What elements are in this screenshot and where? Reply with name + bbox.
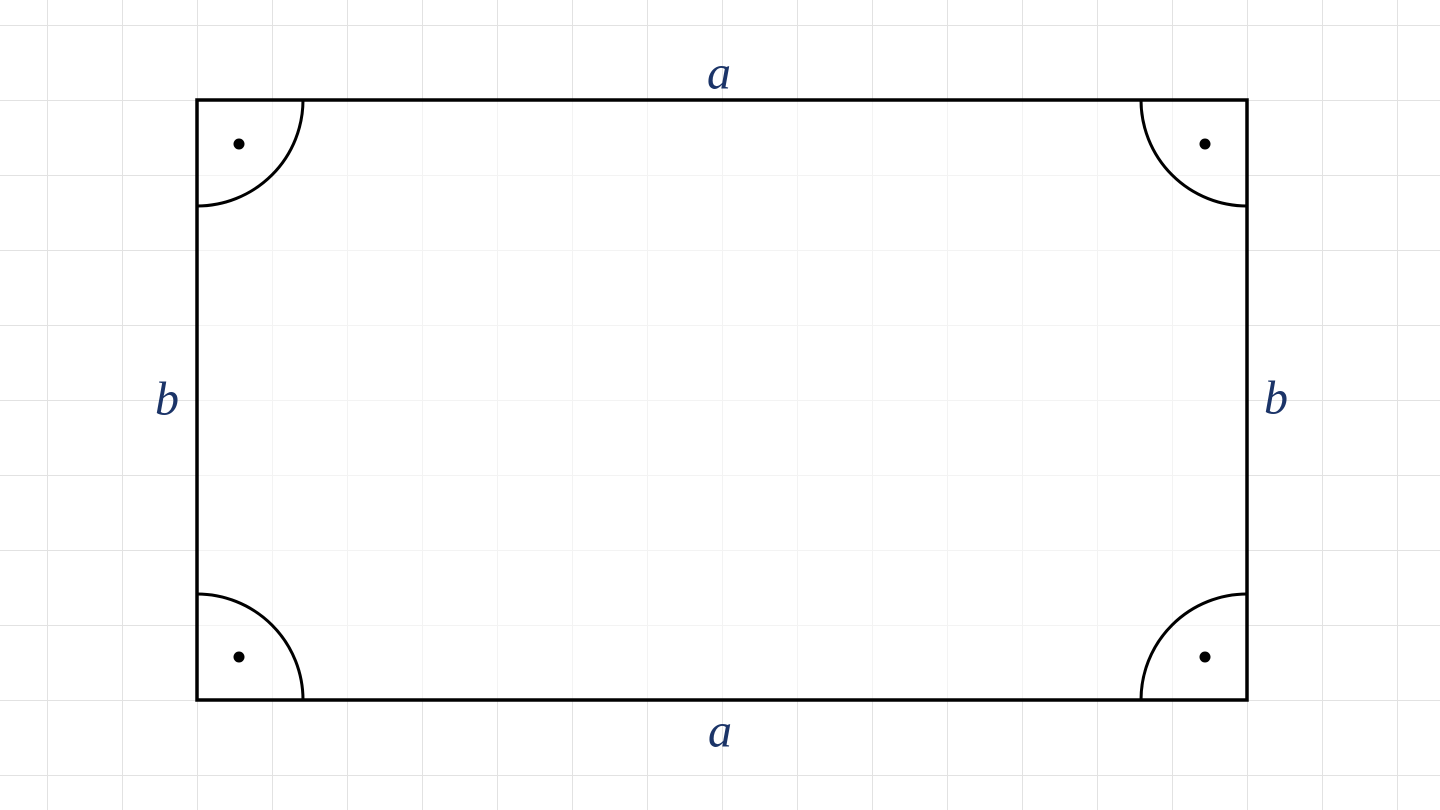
rectangle-shape[interactable] (195, 98, 1249, 702)
angle-dot-bottom-right (1199, 651, 1211, 663)
right-angle-arc-top-right (1139, 99, 1248, 208)
side-label-right: b (1264, 371, 1288, 425)
side-label-top: a (707, 46, 731, 100)
angle-dot-bottom-left (233, 651, 245, 663)
side-label-bottom: a (708, 704, 732, 758)
right-angle-arc-bottom-right (1139, 592, 1248, 701)
right-angle-arc-top-left (196, 99, 305, 208)
angle-dot-top-left (233, 138, 245, 150)
right-angle-arc-bottom-left (196, 592, 305, 701)
side-label-left: b (155, 372, 179, 426)
angle-dot-top-right (1199, 138, 1211, 150)
